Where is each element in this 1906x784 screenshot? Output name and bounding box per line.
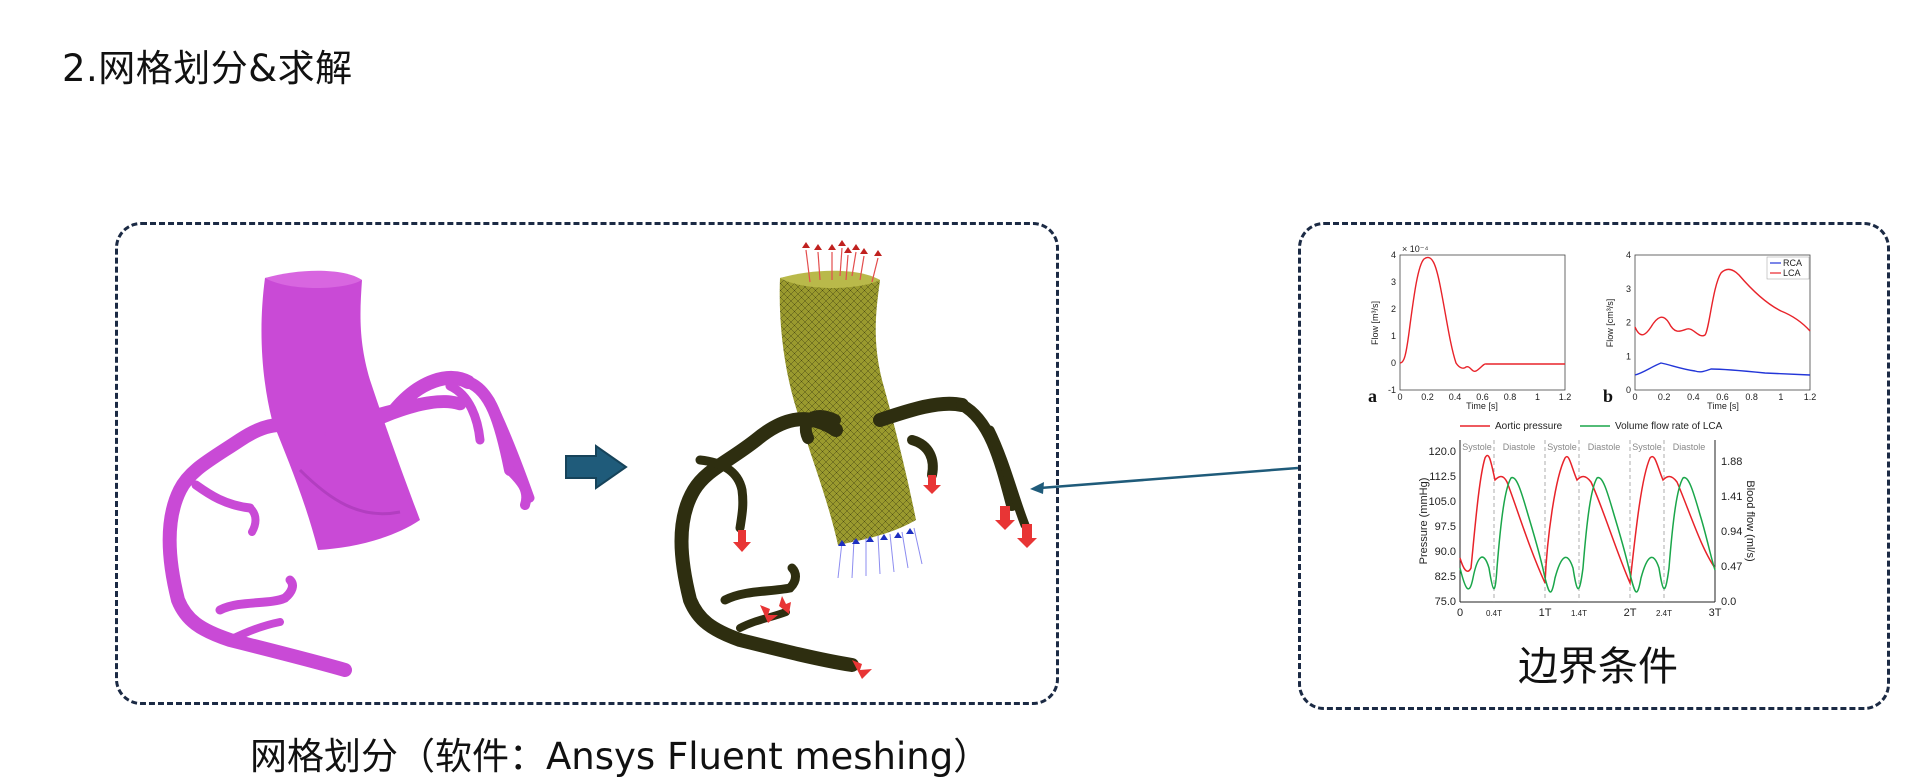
chart-a-ytick-3: 2 [1391, 304, 1396, 314]
chart-b-xtick-6: 1.2 [1804, 392, 1817, 402]
chart-a-ytick-5: 4 [1391, 250, 1396, 260]
chart-c-x-ticks: 0 0.4T 1T 1.4T 2T 2.4T 3T [1457, 607, 1722, 619]
chart-a-xtick-4: 0.8 [1504, 392, 1517, 402]
chart-c-phase-1: Diastole [1503, 442, 1536, 452]
chart-c-phase-5: Diastole [1673, 442, 1706, 452]
chart-a-x-ticks: 0 0.2 0.4 0.6 0.8 1 1.2 [1397, 392, 1571, 402]
chart-a-frame [1399, 254, 1566, 391]
chart-a-xlabel: Time [s] [1466, 401, 1498, 411]
chart-b-xtick-5: 1 [1778, 392, 1783, 402]
chart-c-righttick-4: 1.88 [1721, 456, 1742, 468]
chart-c-righttick-0: 0.0 [1721, 596, 1736, 608]
chart-a-xtick-3: 0.6 [1476, 392, 1489, 402]
chart-b-legend-rca: RCA [1783, 258, 1802, 268]
chart-b-x-ticks: 0 0.2 0.4 0.6 0.8 1 1.2 [1632, 392, 1816, 402]
chart-a-xtick-0: 0 [1397, 392, 1402, 402]
page-title: 2.网格划分&求解 [62, 47, 353, 90]
chart-b-ytick-1: 1 [1626, 351, 1631, 361]
chart-c-legend: Aortic pressure Volume flow rate of LCA [1460, 421, 1723, 432]
chart-a-ylabel: Flow [m³/s] [1370, 301, 1380, 345]
chart-c-xtick-5: 2.4T [1656, 609, 1672, 618]
chart-b-legend-lca: LCA [1783, 268, 1801, 278]
chart-c-lefttick-3: 97.5 [1435, 521, 1456, 533]
chart-c-phase-labels: Systole Diastole Systole Diastole Systole Dia… [1462, 442, 1705, 452]
chart-c-ylabel-right: Blood flow (ml/s) [1744, 480, 1756, 561]
chart-c-pressure-line [1459, 454, 1716, 586]
chart-b-xlabel: Time [s] [1707, 401, 1739, 411]
boundary-conditions-caption: 边界条件 [1518, 644, 1678, 690]
chart-c-lefttick-6: 120.0 [1428, 446, 1456, 458]
vessel-model-meshed [674, 240, 1037, 679]
meshing-caption: 网格划分（软件：Ansys Fluent meshing） [250, 735, 991, 778]
chart-c-ylabel-left: Pressure (mmHg) [1418, 478, 1430, 565]
chart-c-lefttick-2: 90.0 [1435, 546, 1456, 558]
chart-a-exponent: × 10⁻⁴ [1402, 244, 1429, 254]
chart-b-xtick-2: 0.4 [1687, 392, 1700, 402]
chart-a-xtick-1: 0.2 [1421, 392, 1434, 402]
chart-b-lca-line [1634, 268, 1811, 337]
chart-c-lefttick-4: 105.0 [1428, 496, 1456, 508]
chart-a-xtick-2: 0.4 [1449, 392, 1462, 402]
connector-arrow-icon [1030, 466, 1299, 494]
chart-b-xtick-4: 0.8 [1745, 392, 1758, 402]
chart-c-legend-pressure: Aortic pressure [1495, 421, 1563, 432]
chart-c-xtick-6: 3T [1709, 607, 1722, 619]
chart-c-flow-line [1459, 477, 1716, 593]
chart-b-xtick-3: 0.6 [1716, 392, 1729, 402]
chart-b-label: b [1603, 386, 1613, 406]
chart-c-xtick-4: 2T [1624, 607, 1637, 619]
chart-c-phase-4: Systole [1632, 442, 1662, 452]
chart-c-xtick-2: 1T [1539, 607, 1552, 619]
meshing-panel [115, 222, 1059, 705]
chart-c-righttick-1: 0.47 [1721, 561, 1742, 573]
chart-a-ytick-1: 0 [1391, 358, 1396, 368]
pressure-flow-chart: Aortic pressure Volume flow rate of LCA … [1418, 421, 1756, 619]
chart-a-flow-line [1399, 256, 1565, 373]
chart-b-ytick-3: 3 [1626, 284, 1631, 294]
chart-b-xtick-0: 0 [1632, 392, 1637, 402]
chart-c-legend-flow: Volume flow rate of LCA [1615, 421, 1723, 432]
chart-b-ytick-2: 2 [1626, 318, 1631, 328]
chart-c-righttick-2: 0.94 [1721, 526, 1742, 538]
chart-c-xtick-1: 0.4T [1486, 609, 1502, 618]
boundary-conditions-panel [1298, 222, 1890, 710]
chart-b-ytick-4: 4 [1626, 250, 1631, 260]
chart-a-xtick-6: 1.2 [1559, 392, 1572, 402]
chart-c-lefttick-1: 82.5 [1435, 571, 1456, 583]
chart-a-ytick-2: 1 [1391, 331, 1396, 341]
chart-c-lefttick-5: 112.5 [1429, 471, 1456, 483]
chart-c-phase-0: Systole [1462, 442, 1492, 452]
chart-a-y-ticks: -1 0 1 2 3 4 [1388, 250, 1396, 395]
chart-b-xtick-1: 0.2 [1658, 392, 1671, 402]
chart-c-left-ticks: 75.0 82.5 90.0 97.5 105.0 112.5 120.0 [1428, 446, 1456, 608]
vessel-model-pink [162, 270, 535, 677]
chart-c-phase-2: Systole [1547, 442, 1577, 452]
chart-b-ytick-0: 0 [1626, 385, 1631, 395]
chart-c-xtick-3: 1.4T [1571, 609, 1587, 618]
right-arrow-icon [565, 444, 628, 490]
chart-a-ytick-4: 3 [1391, 277, 1396, 287]
chart-c-righttick-3: 1.41 [1721, 491, 1742, 503]
chart-b-frame [1634, 254, 1811, 391]
chart-c-right-ticks: 0.0 0.47 0.94 1.41 1.88 [1721, 456, 1742, 608]
chart-a-label: a [1368, 386, 1377, 406]
chart-c-cycle-dividers [1493, 440, 1665, 602]
chart-a-ytick-0: -1 [1388, 385, 1396, 395]
chart-b-legend: RCA LCA [1766, 256, 1810, 280]
chart-a-xtick-5: 1 [1535, 392, 1540, 402]
chart-b-rca-line [1634, 362, 1811, 376]
chart-c-xtick-0: 0 [1457, 607, 1463, 619]
chart-c-lefttick-0: 75.0 [1435, 596, 1456, 608]
flow-chart-b: 0 1 2 3 4 0 0.2 0.4 0.6 0.8 1 1.2 Flow [cm³/s] Tim… [1603, 250, 1816, 411]
chart-c-phase-3: Diastole [1588, 442, 1621, 452]
chart-b-y-ticks: 0 1 2 3 4 [1626, 250, 1631, 395]
chart-b-ylabel: Flow [cm³/s] [1605, 299, 1615, 348]
